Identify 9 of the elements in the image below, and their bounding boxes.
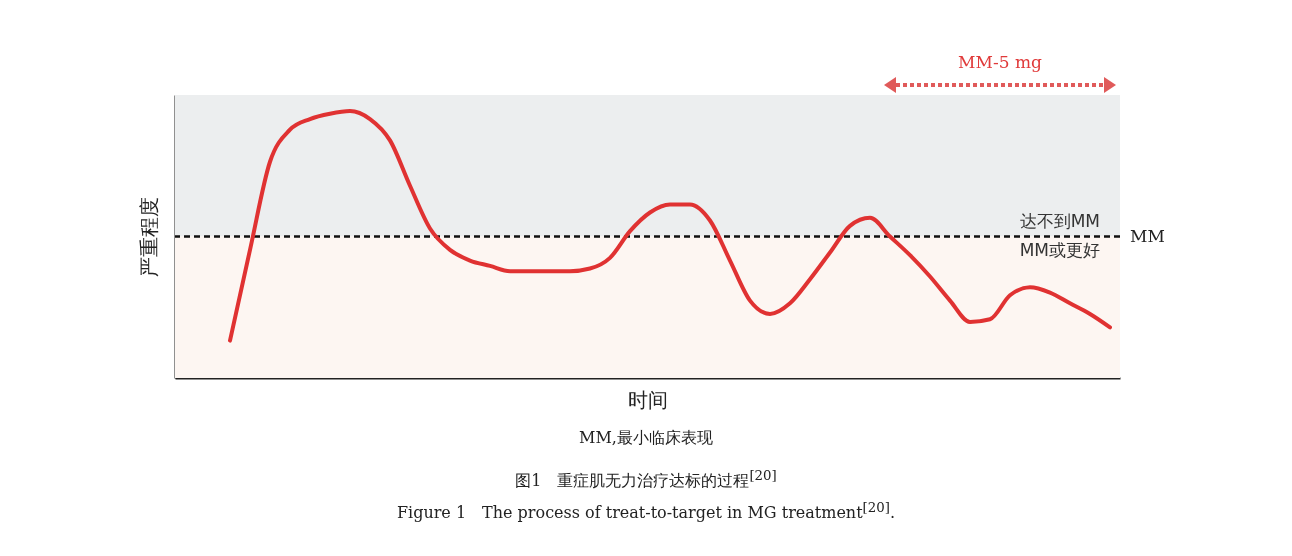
text: MM,最小临床表现 — [578, 428, 714, 449]
caption: 图1 重症肌无力治疗达标的过程$^{[20]}$ — [514, 468, 778, 493]
y-axis-title: 严重程度 — [136, 197, 161, 277]
text: MM-5 mg — [957, 52, 1043, 72]
band-label: MM或更好 — [1019, 239, 1100, 260]
x-axis-title: 时间 — [628, 387, 668, 412]
caption: Figure 1 The process of treat-to-target in MG treatment$^{[20]}$. — [395, 500, 897, 525]
ref-line-label: MM — [1130, 225, 1165, 246]
band-label: 达不到MM — [1019, 210, 1100, 231]
